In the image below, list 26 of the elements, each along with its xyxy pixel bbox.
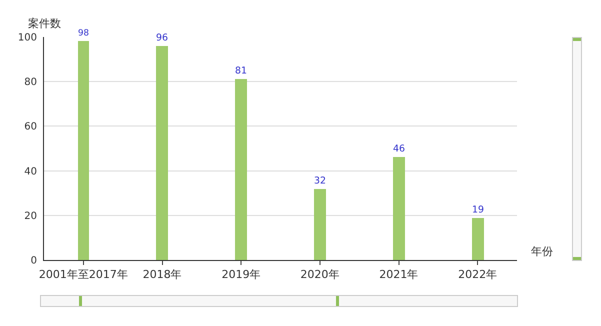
y-tick-label: 100	[18, 32, 37, 44]
bar	[78, 41, 89, 260]
data-label: 81	[235, 65, 247, 76]
data-label: 96	[156, 32, 168, 44]
y-tick-label: 80	[24, 77, 37, 88]
y-tick-label: 0	[30, 256, 37, 266]
x-tick-label: 2018年	[142, 268, 182, 282]
bar	[235, 79, 247, 260]
x-axis-title: 年份	[531, 245, 553, 258]
y-tick-label: 60	[24, 122, 37, 133]
x-tick-label: 2020年	[300, 268, 340, 282]
bar	[314, 189, 326, 260]
data-label: 98	[78, 28, 89, 39]
data-label: 46	[393, 143, 405, 154]
y-tick-label: 40	[24, 166, 37, 178]
y-axis-title: 案件数	[28, 17, 61, 30]
y-tick-label: 20	[24, 210, 37, 222]
bar	[472, 218, 484, 260]
x-tick-label: 2021年	[379, 268, 418, 282]
x-tick-label: 2022年	[458, 268, 498, 282]
bar	[156, 46, 168, 260]
bar	[393, 157, 405, 260]
data-label: 32	[314, 175, 326, 186]
x-tick-label: 2019年	[222, 268, 261, 282]
data-label: 19	[472, 204, 484, 216]
x-tick-label: 2001年至2017年	[38, 268, 128, 282]
